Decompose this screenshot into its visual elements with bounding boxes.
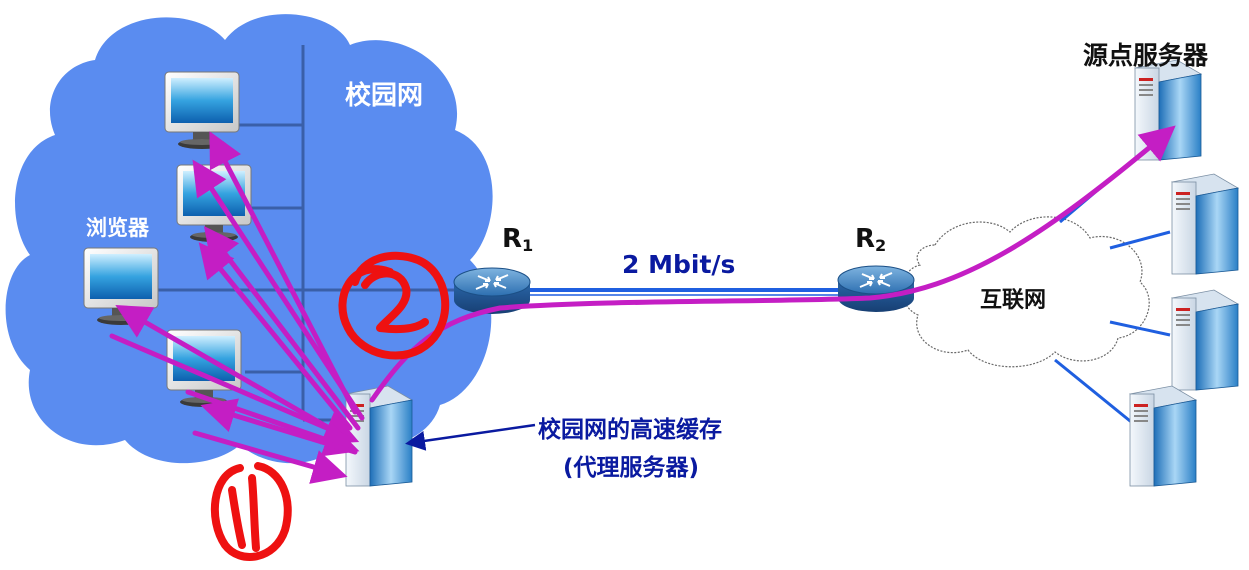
internet-server-4-icon [1129, 385, 1197, 487]
link-speed-label: 2 Mbit/s [622, 250, 736, 279]
handwritten-step-2 [338, 251, 450, 360]
proxy-callout-arrow [405, 423, 536, 451]
browsers-label: 浏览器 [86, 216, 149, 240]
internet-cloud [901, 216, 1150, 368]
router-r2-icon [837, 265, 915, 313]
handwritten-step-1 [210, 462, 292, 561]
internet-server-2-icon [1171, 173, 1239, 275]
request-arrows [109, 125, 1176, 484]
router-r1-label: R1 [502, 224, 534, 256]
proxy-server-icon [345, 385, 413, 487]
origin-server-icon [1134, 59, 1202, 161]
wan-link [530, 288, 842, 296]
internet-label: 互联网 [980, 288, 1047, 313]
proxy-server-label: (代理服务器) [563, 455, 700, 481]
router-r2-label: R2 [855, 224, 887, 256]
origin-server-label: 源点服务器 [1083, 41, 1209, 70]
proxy-cache-label: 校园网的高速缓存 [538, 417, 722, 443]
campus-network-label: 校园网 [345, 81, 424, 111]
internet-server-3-icon [1171, 289, 1239, 391]
